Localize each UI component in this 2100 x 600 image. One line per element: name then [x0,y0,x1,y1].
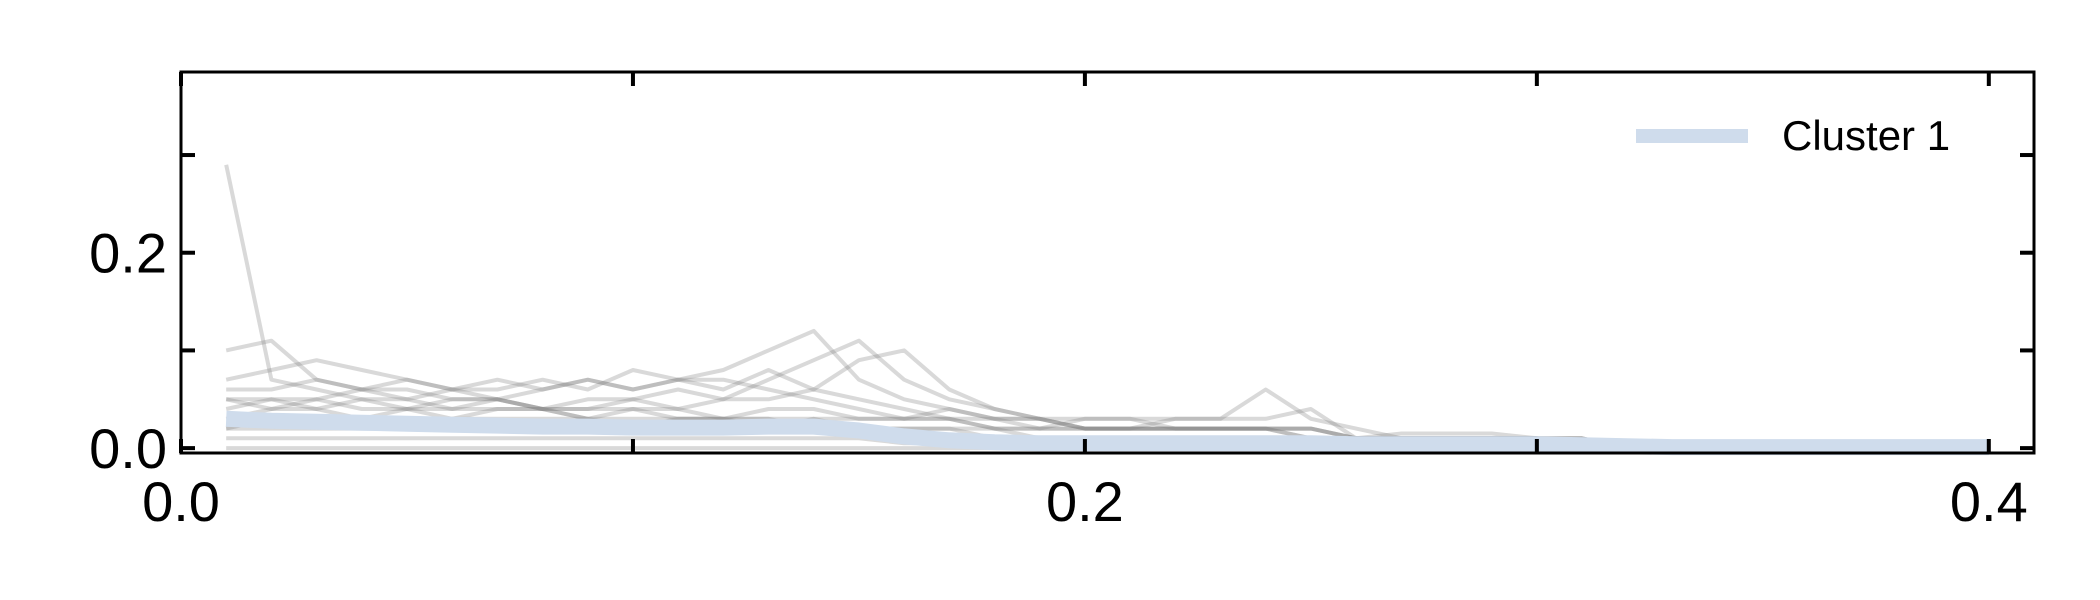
x-ticks: 0.0 0.2 0.4 [142,72,2028,533]
legend: Cluster 1 [1636,112,1950,159]
background-line-1 [224,164,1989,451]
y-tick-label: 0.2 [89,222,167,285]
series-line-cluster-1 [225,410,1989,456]
x-tick-label: 0.2 [1046,470,1124,533]
x-tick-label: 0.4 [1950,470,2028,533]
plot-frame [179,70,2036,455]
background-line-3 [225,358,1989,451]
y-ticks: 0.0 0.2 [89,153,2034,480]
legend-label: Cluster 1 [1782,112,1950,159]
background-lines [224,164,1989,451]
y-tick-label: 0.0 [89,417,167,480]
series-lines [225,410,1989,456]
x-tick-label: 0.0 [142,470,220,533]
